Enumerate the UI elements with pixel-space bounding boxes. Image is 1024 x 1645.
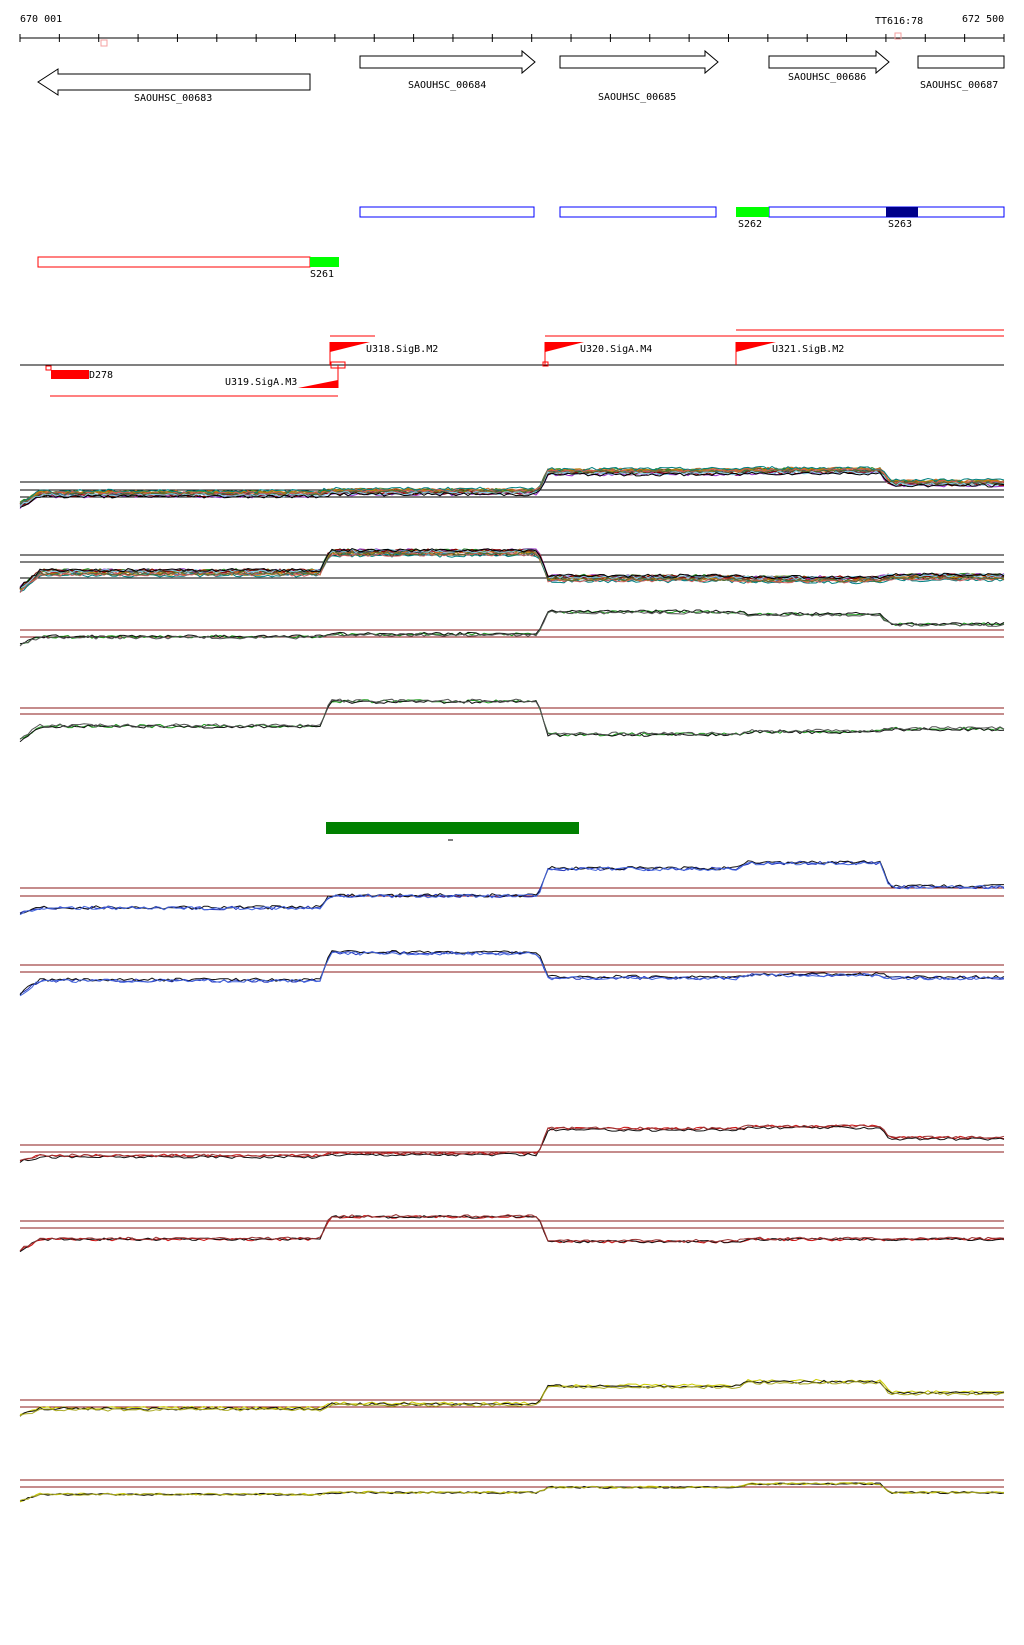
expression-trace bbox=[19, 1379, 1005, 1417]
expression-trace bbox=[19, 1482, 1005, 1501]
gene-box[interactable] bbox=[917, 55, 1005, 69]
gene-arrow-right[interactable] bbox=[768, 49, 890, 75]
expression-trace bbox=[19, 1125, 1005, 1163]
promoter-u319[interactable]: U319.SigA.M3 bbox=[225, 365, 339, 388]
ruler-marker-label: TT616:78 bbox=[875, 16, 923, 27]
expression-trace bbox=[19, 860, 1005, 914]
segment-track-forward: S262 S263 bbox=[359, 206, 1005, 230]
gene-label: SAOUHSC_00683 bbox=[134, 93, 212, 104]
expression-trace bbox=[19, 951, 1005, 995]
expression-panel-yellow-forward bbox=[19, 1378, 1005, 1417]
segment-label-s262: S262 bbox=[738, 219, 762, 230]
segment-track-reverse: S261 bbox=[37, 256, 339, 280]
segment-highlight-s263[interactable] bbox=[886, 207, 918, 217]
terminator-label-d278: D278 bbox=[89, 370, 113, 381]
expression-trace bbox=[19, 698, 1005, 740]
gene-saouhsc-00683[interactable]: SAOUHSC_00683 bbox=[37, 68, 311, 104]
expression-trace bbox=[19, 1378, 1005, 1415]
expression-trace bbox=[19, 951, 1005, 997]
expression-trace bbox=[19, 699, 1005, 743]
segment-box[interactable] bbox=[359, 206, 535, 218]
expression-panel-tiling-reverse bbox=[19, 548, 1005, 594]
gene-saouhsc-00684[interactable]: SAOUHSC_00684 bbox=[359, 49, 536, 91]
expression-panel-yellow-reverse bbox=[19, 1479, 1005, 1503]
expression-trace bbox=[19, 471, 1005, 508]
expression-trace bbox=[19, 1214, 1005, 1252]
expression-trace bbox=[19, 551, 1005, 590]
segment-label-s263: S263 bbox=[888, 219, 912, 230]
segment-highlight-s262[interactable] bbox=[736, 207, 769, 217]
expression-trace bbox=[19, 465, 1005, 504]
ruler-start-label: 670 001 bbox=[20, 14, 62, 25]
ruler-end-label: 672 500 bbox=[962, 14, 1004, 25]
expression-trace bbox=[19, 610, 1005, 647]
expression-trace bbox=[19, 548, 1005, 589]
gene-saouhsc-00686[interactable]: SAOUHSC_00686 bbox=[768, 49, 890, 83]
ruler-ticks bbox=[19, 34, 1005, 42]
expression-trace bbox=[19, 1124, 1005, 1161]
expression-panel-blue-forward bbox=[19, 860, 1005, 916]
segment-box[interactable] bbox=[37, 256, 311, 268]
gene-saouhsc-00685[interactable]: SAOUHSC_00685 bbox=[559, 49, 719, 103]
expression-trace bbox=[19, 699, 1005, 740]
expression-panel-tiling-forward bbox=[19, 465, 1005, 509]
expression-trace bbox=[19, 552, 1005, 594]
ruler-marker-box-right[interactable] bbox=[894, 32, 902, 40]
expression-panel-blue-reverse bbox=[19, 949, 1005, 997]
promoter-label-u319: U319.SigA.M3 bbox=[225, 377, 297, 388]
promoter-u320[interactable]: U320.SigA.M4 bbox=[544, 342, 652, 365]
promoter-marker[interactable] bbox=[542, 361, 549, 367]
coordinate-ruler: 670 001 672 500 TT616:78 bbox=[19, 14, 1005, 47]
promoter-label-u320: U320.SigA.M4 bbox=[580, 344, 652, 355]
region-bar-track bbox=[326, 822, 579, 841]
expression-panels bbox=[19, 465, 1005, 1503]
promoter-u321[interactable]: U321.SigB.M2 bbox=[735, 342, 844, 365]
gene-label: SAOUHSC_00684 bbox=[408, 80, 486, 91]
promoter-marker[interactable] bbox=[330, 361, 346, 369]
segment-box[interactable] bbox=[559, 206, 717, 218]
promoter-track: U318.SigB.M2 U319.SigA.M3 U320.SigA.M4 U… bbox=[20, 329, 1004, 397]
segment-highlight-s261[interactable] bbox=[310, 257, 339, 267]
expression-panel-red-forward bbox=[19, 1124, 1005, 1163]
terminator-d278[interactable]: D278 bbox=[45, 365, 113, 381]
region-bar[interactable] bbox=[326, 822, 579, 834]
expression-trace bbox=[19, 860, 1004, 914]
expression-trace bbox=[19, 470, 1005, 507]
gene-arrow-right[interactable] bbox=[359, 49, 536, 75]
promoter-label-u321: U321.SigB.M2 bbox=[772, 344, 844, 355]
expression-trace bbox=[19, 467, 1005, 505]
gene-label: SAOUHSC_00686 bbox=[788, 72, 866, 83]
expression-panel-green-reverse bbox=[19, 698, 1005, 743]
expression-trace bbox=[19, 949, 1005, 996]
gene-label: SAOUHSC_00687 bbox=[920, 80, 998, 91]
expression-panel-red-reverse bbox=[19, 1214, 1005, 1253]
gene-saouhsc-00687[interactable]: SAOUHSC_00687 bbox=[917, 55, 1005, 91]
gene-arrow-left[interactable] bbox=[37, 68, 311, 96]
expression-panel-green-forward bbox=[19, 609, 1005, 647]
expression-trace bbox=[19, 470, 1005, 507]
expression-trace bbox=[19, 860, 1005, 916]
gene-label: SAOUHSC_00685 bbox=[598, 92, 676, 103]
segment-label-s261: S261 bbox=[310, 269, 334, 280]
expression-trace bbox=[19, 1380, 1005, 1417]
promoter-u318[interactable]: U318.SigB.M2 bbox=[329, 342, 438, 365]
ruler-marker-box[interactable] bbox=[100, 39, 108, 47]
gene-arrow-right[interactable] bbox=[559, 49, 719, 75]
gene-track: SAOUHSC_00683 SAOUHSC_00684 SAOUHSC_0068… bbox=[37, 49, 1005, 104]
promoter-label-u318: U318.SigB.M2 bbox=[366, 344, 438, 355]
